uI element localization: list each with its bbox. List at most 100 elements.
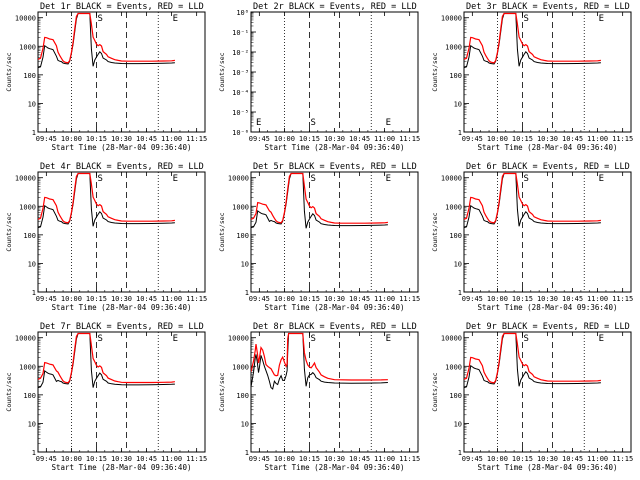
x-tick-label: 10:45 [562,135,583,143]
y-tick-label: 10⁻⁶ [232,129,249,137]
x-tick-label: 09:45 [462,455,483,463]
x-tick-label: 10:00 [274,455,295,463]
series-events-line [38,13,175,69]
panel-det-1: Det 1r BLACK = Events, RED = LLD Start Ti… [5,2,207,152]
x-tick-label: 10:15 [512,295,533,303]
x-tick-label: 10:30 [537,135,558,143]
y-tick-label: 10 [28,100,36,108]
marker-label-e: E [256,118,261,128]
marker-label-s: S [97,174,102,184]
panel-det-8: Det 8r BLACK = Events, RED = LLD Start Ti… [218,322,420,472]
x-tick-label: 10:30 [111,455,132,463]
x-tick-label: 10:15 [299,455,320,463]
panel-title: Det 7r BLACK = Events, RED = LLD [40,322,204,332]
x-tick-label: 10:45 [136,295,157,303]
x-axis-label: Start Time (28-Mar-04 09:36:40) [52,143,192,152]
x-tick-label: 10:15 [86,295,107,303]
panel-title: Det 1r BLACK = Events, RED = LLD [40,2,204,12]
x-axis-label: Start Time (28-Mar-04 09:36:40) [265,303,405,312]
marker-label-e: E [386,334,391,344]
y-tick-label: 10 [241,420,249,428]
x-tick-label: 11:15 [186,455,207,463]
x-tick-label: 11:00 [161,455,182,463]
panel-det-6: Det 6r BLACK = Events, RED = LLD Start Ti… [431,162,633,312]
panel-title: Det 6r BLACK = Events, RED = LLD [466,162,630,172]
y-tick-label: 10000 [15,335,36,343]
series-lld-line [251,332,388,381]
x-tick-label: 09:45 [36,295,57,303]
y-tick-label: 1 [245,289,249,297]
y-tick-label: 1000 [19,203,36,211]
marker-label-e: E [386,174,391,184]
x-tick-label: 10:00 [487,455,508,463]
series-events-line [464,333,601,389]
y-tick-label: 100 [23,232,36,240]
x-axis-label: Start Time (28-Mar-04 09:36:40) [265,463,405,472]
y-axis-label: Counts/sec [431,372,439,411]
series-events-line [38,333,175,389]
y-tick-label: 1000 [19,43,36,51]
x-tick-label: 09:45 [462,135,483,143]
y-tick-label: 10 [28,260,36,268]
x-tick-label: 11:00 [587,295,608,303]
x-tick-label: 10:45 [349,295,370,303]
marker-label-s: S [97,14,102,24]
y-axis-label: Counts/sec [5,52,13,91]
y-tick-label: 10000 [441,335,462,343]
series-lld-line [38,332,175,384]
y-tick-label: 10000 [441,175,462,183]
x-tick-label: 09:45 [249,135,270,143]
y-tick-label: 100 [23,72,36,80]
y-tick-label: 10⁰ [236,9,249,17]
x-tick-label: 11:15 [399,455,420,463]
y-axis-label: Counts/sec [5,372,13,411]
y-tick-label: 100 [236,392,249,400]
panel-det-7: Det 7r BLACK = Events, RED = LLD Start Ti… [5,322,207,472]
x-tick-label: 10:45 [562,295,583,303]
x-tick-label: 09:45 [36,455,57,463]
series-lld-line [464,12,601,64]
y-tick-label: 1 [458,289,462,297]
panel-title: Det 4r BLACK = Events, RED = LLD [40,162,204,172]
x-tick-label: 09:45 [249,455,270,463]
x-tick-label: 11:15 [612,295,633,303]
series-events-line [464,13,601,69]
y-tick-label: 10000 [228,335,249,343]
panel-title: Det 2r BLACK = Events, RED = LLD [253,2,417,12]
x-tick-label: 10:45 [136,455,157,463]
y-tick-label: 10⁻⁴ [232,89,249,97]
x-tick-label: 10:30 [324,135,345,143]
y-tick-label: 1 [458,129,462,137]
x-tick-label: 11:00 [374,135,395,143]
x-tick-label: 10:00 [61,135,82,143]
x-axis-label: Start Time (28-Mar-04 09:36:40) [52,303,192,312]
y-tick-label: 10000 [228,175,249,183]
marker-label-s: S [310,334,315,344]
x-tick-label: 11:00 [161,295,182,303]
marker-label-e: E [173,334,178,344]
x-tick-label: 10:15 [299,295,320,303]
x-tick-label: 10:15 [86,135,107,143]
x-axis-label: Start Time (28-Mar-04 09:36:40) [478,143,618,152]
y-tick-label: 10 [454,420,462,428]
x-tick-label: 09:45 [36,135,57,143]
y-tick-label: 100 [449,392,462,400]
y-tick-label: 10⁻¹ [232,29,249,37]
y-axis-label: Counts/sec [218,372,226,411]
x-tick-label: 11:00 [587,455,608,463]
x-tick-label: 10:15 [512,135,533,143]
panel-title: Det 5r BLACK = Events, RED = LLD [253,162,417,172]
marker-label-s: S [97,334,102,344]
y-tick-label: 10⁻⁵ [232,109,249,117]
x-tick-label: 10:00 [487,135,508,143]
series-lld-line [38,172,175,224]
x-tick-label: 10:00 [61,455,82,463]
marker-label-e: E [173,174,178,184]
y-tick-label: 1 [32,289,36,297]
y-axis-label: Counts/sec [431,212,439,251]
x-tick-label: 11:15 [186,295,207,303]
marker-label-e: E [599,174,604,184]
y-tick-label: 100 [236,232,249,240]
